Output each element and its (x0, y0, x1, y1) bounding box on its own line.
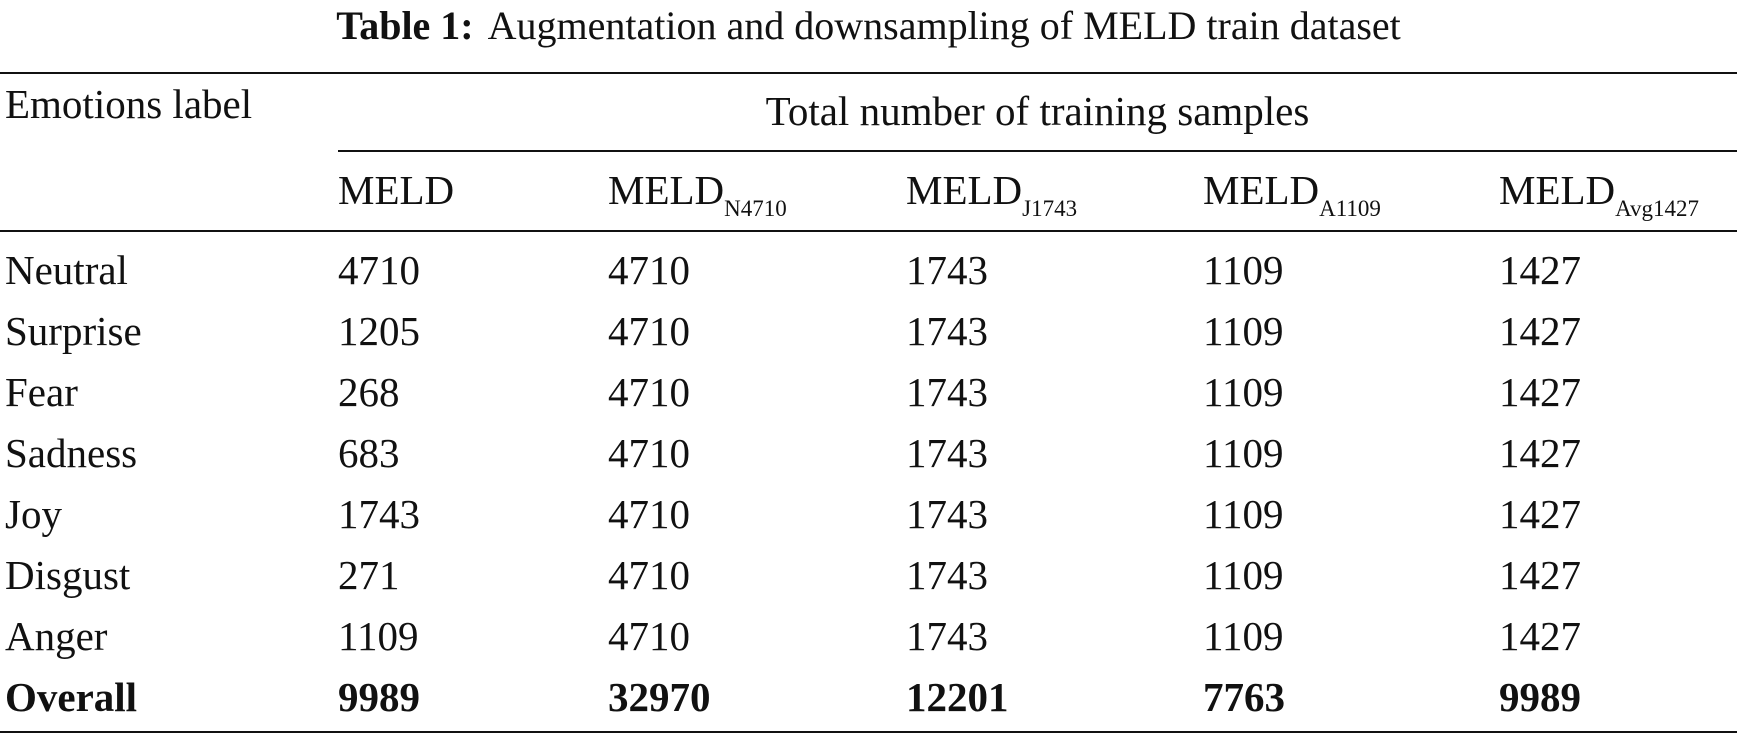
table-cell: 1743 (906, 247, 988, 293)
caption-text: Augmentation and downsampling of MELD tr… (487, 3, 1401, 48)
table-cell: 1743 (906, 552, 988, 598)
column-header-sub: Avg1427 (1615, 196, 1700, 221)
row-label: Anger (5, 613, 108, 659)
table-cell: 1427 (1499, 430, 1581, 476)
table-cell: 1109 (1203, 308, 1284, 354)
column-header-sub: J1743 (1022, 196, 1078, 221)
column-header: MELDA1109 (1203, 166, 1381, 221)
group-header: Total number of training samples (765, 88, 1310, 134)
table-cell: 1743 (906, 613, 988, 659)
column-header-base: MELD (608, 167, 725, 213)
table-cell: 1109 (338, 613, 419, 659)
column-header-base: MELD (1203, 167, 1320, 213)
header-rule (0, 230, 1737, 232)
column-header-sub: A1109 (1319, 196, 1381, 221)
total-cell: 32970 (608, 674, 711, 720)
column-header: MELDN4710 (608, 166, 787, 221)
table-cell: 1743 (906, 308, 988, 354)
row-header: Emotions label (5, 81, 253, 127)
table-cell: 1743 (906, 491, 988, 537)
column-header: MELDAvg1427 (1499, 166, 1699, 221)
column-header-base: MELD (338, 167, 455, 213)
total-row-label: Overall (5, 674, 138, 720)
table-cell: 1743 (906, 430, 988, 476)
table-cell: 1205 (338, 308, 420, 354)
table-cell: 4710 (608, 247, 690, 293)
table-cell: 1109 (1203, 491, 1284, 537)
table-cell: 4710 (608, 308, 690, 354)
table-cell: 1427 (1499, 308, 1581, 354)
group-rule (338, 150, 1737, 152)
table-cell: 1109 (1203, 247, 1284, 293)
table-cell: 268 (338, 369, 400, 415)
row-label: Disgust (5, 552, 131, 598)
total-cell: 7763 (1203, 674, 1285, 720)
caption-label: Table 1: (336, 3, 474, 48)
total-cell: 12201 (906, 674, 1009, 720)
row-label: Surprise (5, 308, 142, 354)
table-cell: 271 (338, 552, 400, 598)
row-label: Fear (5, 369, 78, 415)
table-cell: 1427 (1499, 247, 1581, 293)
table-cell: 4710 (608, 369, 690, 415)
top-rule (0, 72, 1737, 74)
table-cell: 1109 (1203, 613, 1284, 659)
table-cell: 1743 (906, 369, 988, 415)
table-cell: 1109 (1203, 369, 1284, 415)
bottom-rule (0, 731, 1737, 733)
table-cell: 1427 (1499, 491, 1581, 537)
column-header-base: MELD (906, 167, 1023, 213)
row-label: Joy (5, 491, 62, 537)
table-cell: 1109 (1203, 430, 1284, 476)
column-header-base: MELD (1499, 167, 1616, 213)
table-cell: 4710 (608, 491, 690, 537)
table-cell: 4710 (608, 552, 690, 598)
column-header-sub: N4710 (724, 196, 787, 221)
table-cell: 4710 (338, 247, 420, 293)
table-cell: 4710 (608, 613, 690, 659)
table-cell: 1743 (338, 491, 420, 537)
table-cell: 683 (338, 430, 400, 476)
table-caption: Table 1: Augmentation and downsampling of… (0, 2, 1737, 50)
total-cell: 9989 (1499, 674, 1581, 720)
row-label: Neutral (5, 247, 128, 293)
table-cell: 1109 (1203, 552, 1284, 598)
row-label: Sadness (5, 430, 138, 476)
table-cell: 1427 (1499, 552, 1581, 598)
table-cell: 1427 (1499, 369, 1581, 415)
table-cell: 4710 (608, 430, 690, 476)
column-header: MELD (338, 166, 454, 221)
column-header: MELDJ1743 (906, 166, 1077, 221)
total-cell: 9989 (338, 674, 420, 720)
table-cell: 1427 (1499, 613, 1581, 659)
